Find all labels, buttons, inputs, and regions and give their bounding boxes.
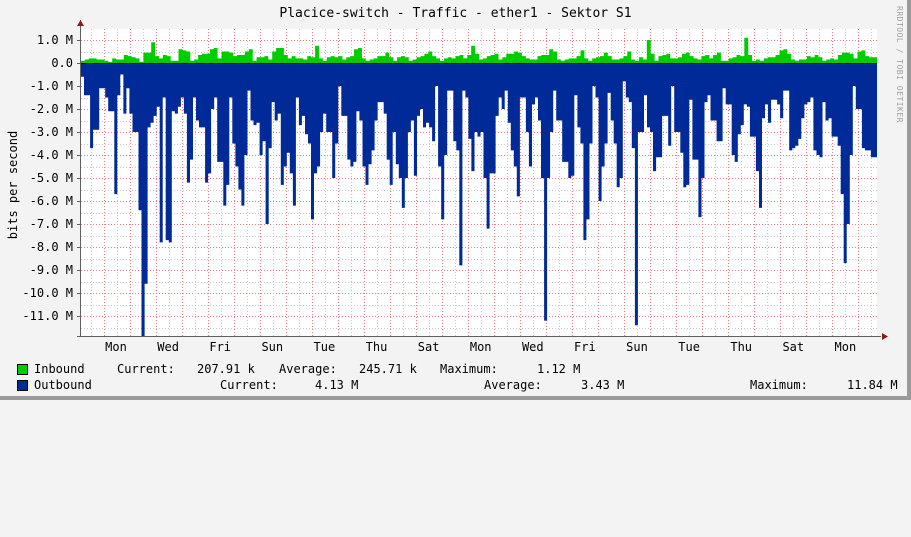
x-tick-label: Fri (209, 340, 231, 354)
y-tick-label: -5.0 M (30, 171, 73, 185)
inbound-maximum-label: Maximum: (440, 362, 498, 376)
y-tick-label: -7.0 M (30, 217, 73, 231)
outbound-maximum-label: Maximum: (750, 378, 808, 392)
x-tick-label: Sat (418, 340, 440, 354)
y-tick-label: -6.0 M (30, 194, 73, 208)
y-tick-label: -3.0 M (30, 125, 73, 139)
outbound-area (81, 63, 877, 336)
y-tick-label: 1.0 M (37, 33, 73, 47)
y-tick-label: -8.0 M (30, 240, 73, 254)
outbound-swatch (17, 380, 28, 391)
chart-title: Placice-switch - Traffic - ether1 - Sekt… (279, 6, 632, 21)
inbound-maximum-value: 1.12 M (537, 362, 581, 376)
outbound-average-label: Average: (484, 378, 542, 392)
legend: Inbound Current: 207.91 k Average: 245.7… (17, 361, 898, 393)
inbound-average-value: 245.71 k (359, 362, 417, 376)
x-tick-label: Sat (782, 340, 804, 354)
y-tick-label: -2.0 M (30, 102, 73, 116)
x-tick-label: Thu (730, 340, 752, 354)
x-tick-label: Wed (522, 340, 544, 354)
outbound-label: Outbound (34, 378, 92, 392)
x-tick-label: Mon (105, 340, 127, 354)
y-tick-label: -1.0 M (30, 79, 73, 93)
x-tick-label: Mon (835, 340, 857, 354)
x-tick-label: Wed (157, 340, 179, 354)
x-tick-label: Mon (470, 340, 492, 354)
x-axis-arrow-icon (882, 333, 888, 340)
y-axis-ticks: 1.0 M 0.0 -1.0 M -2.0 M -3.0 M -4.0 M -5.0 M -6… (22, 33, 81, 323)
inbound-current-label: Current: (117, 362, 175, 376)
outbound-current-value: 4.13 M (315, 378, 359, 392)
x-tick-label: Sun (261, 340, 283, 354)
x-tick-label: Tue (314, 340, 336, 354)
legend-outbound: Outbound Current: 4.13 M Average: 3.43 M… (17, 377, 898, 393)
data-areas (81, 37, 877, 336)
y-tick-label: -9.0 M (30, 263, 73, 277)
graph-frame (0, 0, 911, 400)
x-tick-label: Fri (574, 340, 596, 354)
inbound-area (81, 37, 877, 63)
outbound-maximum-value: 11.84 M (847, 378, 898, 392)
x-tick-label: Thu (366, 340, 388, 354)
y-tick-label: -4.0 M (30, 148, 73, 162)
y-tick-label: -11.0 M (22, 309, 73, 323)
outbound-average-value: 3.43 M (581, 378, 625, 392)
x-tick-label: Sun (626, 340, 648, 354)
x-axis-ticks: Mon Wed Fri Sun Tue Thu Sat Mon Wed Fri Sun Tue Thu S… (105, 340, 856, 354)
inbound-label: Inbound (34, 362, 85, 376)
y-tick-label: 0.0 (51, 56, 73, 70)
outbound-current-label: Current: (220, 378, 278, 392)
inbound-average-label: Average: (279, 362, 337, 376)
legend-inbound: Inbound Current: 207.91 k Average: 245.7… (17, 361, 580, 377)
inbound-swatch (17, 364, 28, 375)
inbound-current-value: 207.91 k (197, 362, 255, 376)
y-axis-arrow-icon (77, 20, 84, 26)
x-tick-label: Tue (678, 340, 700, 354)
rrdtool-watermark: RRDTOOL / TOBI OETIKER (895, 6, 904, 123)
traffic-chart: 1.0 M 0.0 -1.0 M -2.0 M -3.0 M -4.0 M -5.0 M -6… (22, 20, 888, 354)
y-tick-label: -10.0 M (22, 286, 73, 300)
